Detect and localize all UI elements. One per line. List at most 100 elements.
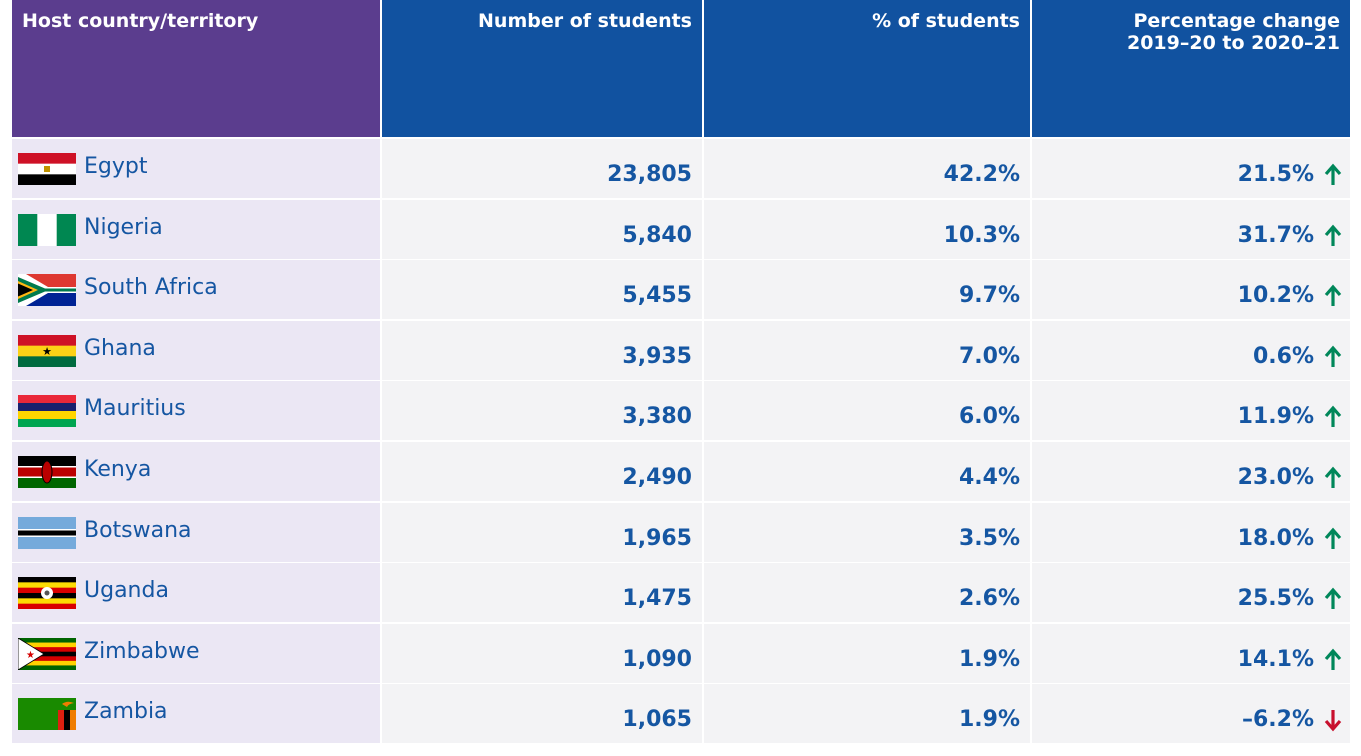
arrow-up-icon [1324,587,1342,610]
cell-value: 1.9% [704,623,1030,683]
country-name: Kenya [84,457,152,482]
cell-value: 23,805 [382,139,702,198]
value-text: 1,475 [622,586,692,612]
table-row: Mauritius 3,380 6.0% 11.9% [0,381,1361,441]
value-text: 31.7% [1237,222,1314,248]
value-text: 1.9% [958,646,1020,672]
table-row: Zambia 1,065 1.9% –6.2% [0,684,1361,744]
country-name: Zimbabwe [84,638,200,664]
flag-icon: ★ [18,637,76,670]
country-name: Ghana [84,335,156,361]
value-text: 4.4% [958,465,1020,490]
value-text: 1,065 [622,707,692,733]
country-name: Egypt [84,154,148,179]
flag-icon [18,577,76,610]
flag-icon [18,456,76,488]
cell-value: 5,840 [382,199,702,259]
table-row: Egypt 23,805 42.2% 21.5% [0,139,1361,198]
flag-icon [18,274,76,307]
value-text: 11.9% [1237,404,1314,430]
country-cell: South Africa [12,260,380,320]
value-text: 18.0% [1237,525,1314,551]
arrow-up-icon [1324,224,1342,246]
arrow-up-icon [1324,466,1342,488]
value-text: 5,455 [622,283,692,309]
cell-value: 5,455 [382,260,702,320]
value-text: 14.1% [1237,646,1314,672]
country-cell: Botswana [12,502,380,562]
cell-value: 21.5% [1032,139,1350,198]
arrow-up-icon [1324,284,1342,307]
cell-value: 2.6% [704,563,1030,623]
value-text: 10.3% [943,222,1020,248]
country-cell: Mauritius [12,381,380,441]
cell-value: 9.7% [704,260,1030,320]
svg-text:★: ★ [26,650,35,661]
country-cell: Egypt [12,139,380,198]
country-cell: Kenya [12,442,380,501]
cell-value: 0.6% [1032,320,1350,380]
arrow-up-icon [1324,648,1342,670]
cell-value: 6.0% [704,381,1030,441]
column-header: Host country/territory [12,0,380,137]
value-text: 2,490 [622,465,692,490]
value-text: 1,965 [622,525,692,551]
cell-value: 14.1% [1032,623,1350,683]
country-cell: Zimbabwe ★ [12,623,380,683]
cell-value: 1,475 [382,563,702,623]
country-name: Uganda [84,578,169,604]
country-cell: Uganda [12,563,380,623]
cell-value: 1.9% [704,684,1030,744]
value-text: 21.5% [1237,162,1314,187]
svg-text:★: ★ [42,345,52,358]
arrow-up-icon [1324,163,1342,185]
value-text: 9.7% [958,283,1020,309]
cell-value: 10.3% [704,199,1030,259]
cell-value: 23.0% [1032,442,1350,501]
arrow-down-icon [1324,710,1342,732]
value-text: 23,805 [607,162,692,187]
value-text: 23.0% [1237,465,1314,490]
table-row: Kenya 2,490 4.4% 23.0% [0,442,1361,501]
cell-value: 2,490 [382,442,702,501]
cell-value: 25.5% [1032,563,1350,623]
table-row: South Africa 5,455 9.7% 10.2% [0,260,1361,320]
value-text: 25.5% [1237,586,1314,612]
country-cell: Nigeria [12,199,380,259]
country-name: Zambia [84,699,168,725]
value-text: 1.9% [958,707,1020,733]
value-text: –6.2% [1241,707,1314,733]
column-header: Number of students [382,0,702,137]
table-row: Zimbabwe ★ 1,090 1.9% 14.1% [0,623,1361,683]
flag-icon [18,698,76,731]
cell-value: –6.2% [1032,684,1350,744]
cell-value: 18.0% [1032,502,1350,562]
cell-value: 42.2% [704,139,1030,198]
arrow-up-icon [1324,405,1342,428]
cell-value: 7.0% [704,320,1030,380]
value-text: 7.0% [958,343,1020,369]
cell-value: 3,380 [382,381,702,441]
country-name: Botswana [84,517,192,543]
arrow-up-icon [1324,527,1342,549]
value-text: 10.2% [1237,283,1314,309]
country-cell: Ghana ★ [12,320,380,380]
cell-value: 31.7% [1032,199,1350,259]
cell-value: 3.5% [704,502,1030,562]
cell-value: 4.4% [704,442,1030,501]
value-text: 3,380 [622,404,692,430]
value-text: 2.6% [958,586,1020,612]
cell-value: 1,065 [382,684,702,744]
cell-value: 10.2% [1032,260,1350,320]
value-text: 3.5% [958,525,1020,551]
flag-icon [18,395,76,428]
cell-value: 3,935 [382,320,702,380]
value-text: 42.2% [943,162,1020,187]
country-name: Mauritius [84,396,186,422]
cell-value: 1,965 [382,502,702,562]
flag-icon [18,153,76,185]
flag-icon [18,516,76,549]
country-name: South Africa [84,275,218,301]
arrow-up-icon [1324,345,1342,367]
